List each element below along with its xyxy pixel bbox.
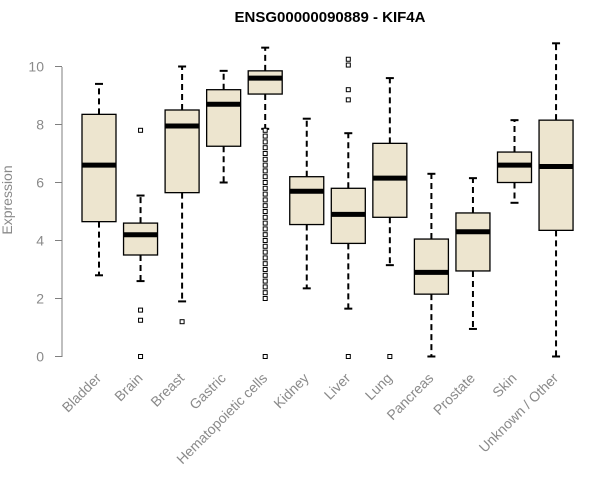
outlier-point (262, 296, 268, 301)
outlier-point (345, 354, 351, 359)
outlier-point (262, 139, 268, 145)
x-tick-label: Unknown / Other (476, 370, 562, 456)
outlier-point (262, 151, 268, 156)
outlier-point (345, 56, 351, 62)
box-brain (122, 127, 159, 359)
box-iqr (205, 89, 242, 147)
box-iqr (164, 109, 200, 194)
box-unknown-other (538, 42, 574, 358)
box-prostate (455, 177, 491, 330)
box-iqr (413, 238, 450, 295)
outlier-point (262, 255, 268, 261)
outlier-point (262, 226, 268, 232)
y-tick-label: 0 (36, 349, 44, 365)
box-breast (164, 65, 200, 325)
outlier-point (345, 62, 351, 68)
outlier-point (262, 191, 268, 197)
box-iqr (122, 222, 159, 256)
x-tick-label: Lung (362, 370, 395, 403)
outlier-point (387, 354, 393, 359)
outlier-point (262, 197, 268, 203)
outlier-point (262, 290, 268, 296)
outlier-point (262, 284, 268, 290)
box-pancreas (413, 172, 450, 358)
outlier-point (345, 87, 351, 93)
outlier-point (138, 307, 144, 313)
box-iqr (455, 212, 491, 272)
box-iqr (289, 176, 325, 226)
box-iqr (81, 113, 117, 223)
box-hematopoietic-cells (247, 46, 283, 359)
box-iqr (538, 119, 574, 231)
x-tick-label: Skin (489, 370, 520, 401)
outlier-point (262, 133, 268, 139)
x-tick-label: Brain (111, 370, 145, 404)
outlier-point (262, 168, 268, 174)
y-tick-label: 8 (36, 117, 44, 133)
box-iqr (247, 70, 283, 95)
outlier-point (138, 317, 144, 323)
outlier-point (179, 319, 185, 325)
outlier-point (262, 232, 268, 238)
box-liver (330, 56, 366, 359)
outlier-point (262, 214, 268, 220)
outlier-point (262, 272, 268, 278)
outlier-point (262, 261, 268, 267)
outlier-point (262, 185, 268, 191)
box-lung (372, 77, 408, 359)
outlier-point (262, 278, 268, 284)
y-tick-label: 4 (36, 233, 44, 249)
outlier-point (262, 243, 268, 249)
outlier-point (262, 203, 268, 209)
y-axis-label: Expression (0, 165, 15, 234)
box-skin (496, 119, 533, 204)
box-kidney (289, 117, 325, 290)
outlier-point (262, 145, 268, 151)
x-tick-label: Liver (321, 370, 354, 403)
outlier-point (262, 180, 268, 185)
chart-title: ENSG00000090889 - KIF4A (235, 9, 426, 26)
y-tick-label: 6 (36, 175, 44, 191)
y-tick-label: 10 (28, 59, 44, 75)
outlier-point (262, 162, 268, 168)
x-tick-label: Bladder (59, 370, 105, 416)
outlier-point (138, 127, 144, 133)
outlier-point (138, 354, 144, 359)
outlier-point (262, 267, 268, 272)
x-tick-label: Prostate (430, 370, 478, 418)
x-tick-label: Breast (147, 370, 187, 410)
outlier-point (262, 174, 268, 180)
box-gastric (205, 69, 242, 184)
outlier-point (262, 354, 268, 359)
box-bladder (81, 82, 117, 277)
outlier-point (262, 238, 268, 243)
outlier-point (345, 97, 351, 103)
outlier-point (262, 220, 268, 226)
x-tick-label: Kidney (270, 370, 312, 412)
y-tick-label: 2 (36, 291, 44, 307)
outlier-point (262, 156, 268, 162)
outlier-point (262, 249, 268, 255)
outlier-point (262, 209, 268, 214)
outlier-point (262, 127, 268, 133)
